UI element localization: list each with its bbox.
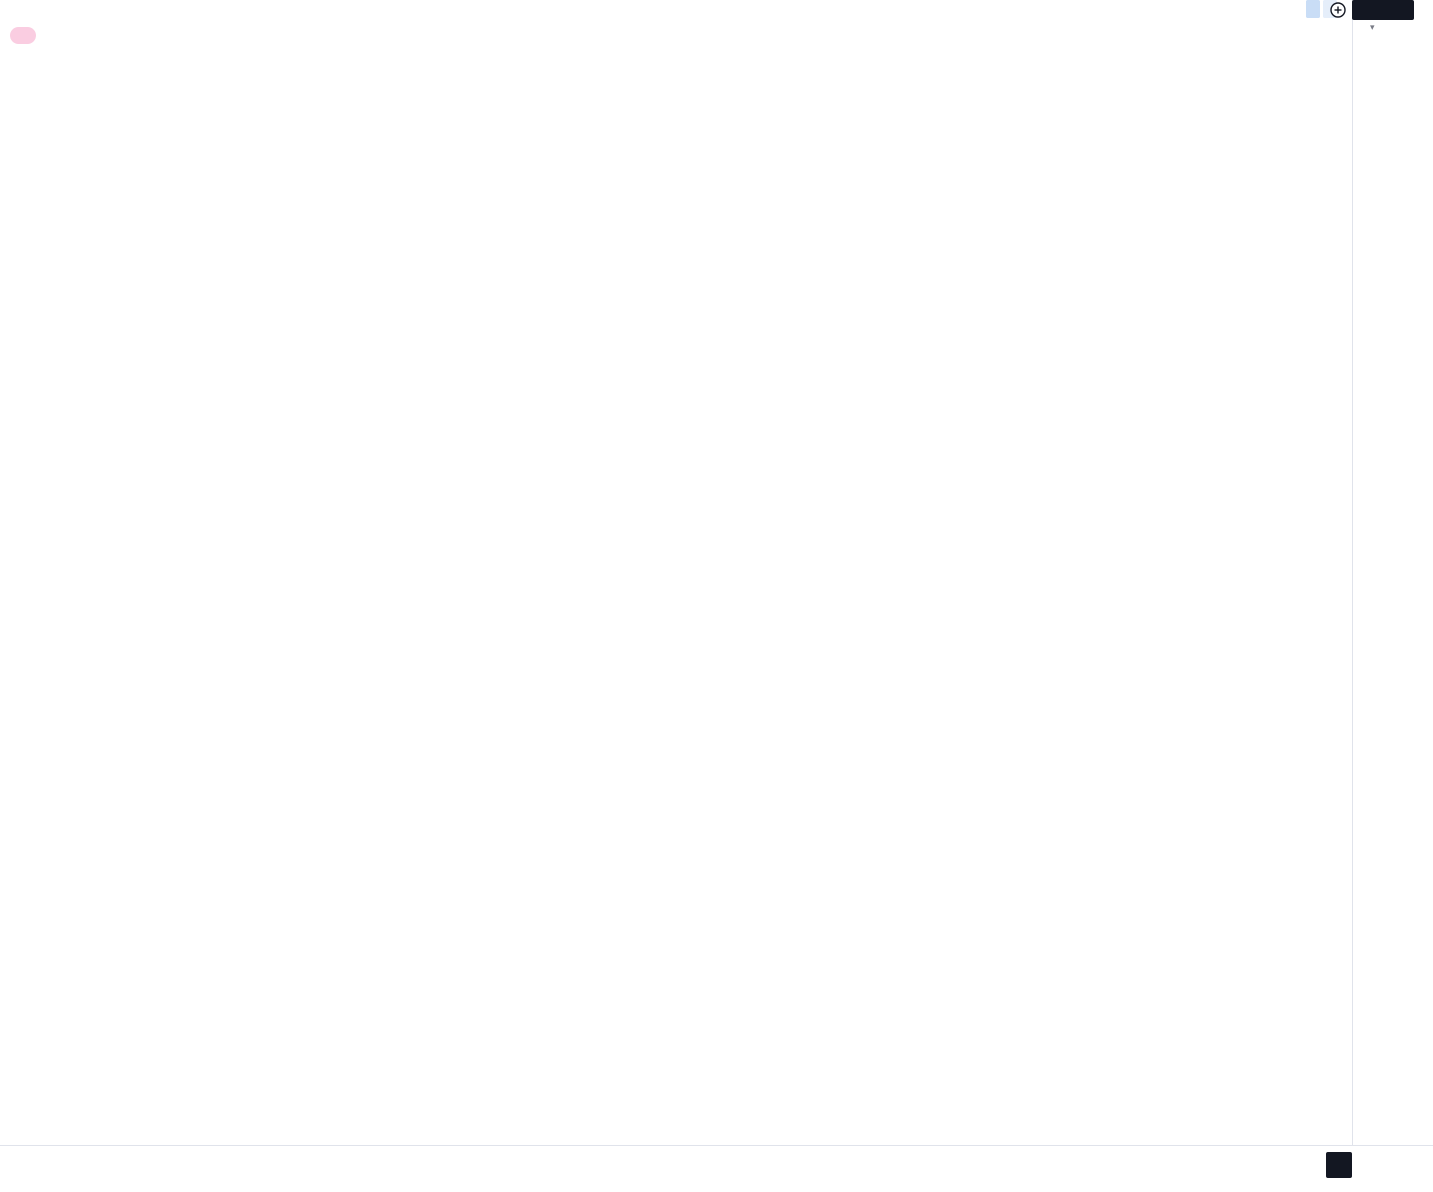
chevron-down-icon: ▾ bbox=[1370, 22, 1375, 32]
alert-price-badge bbox=[1352, 0, 1414, 20]
low-label bbox=[1306, 0, 1320, 18]
add-alert-plus-icon[interactable] bbox=[1329, 1, 1347, 19]
ohlc-legend[interactable] bbox=[10, 27, 103, 44]
current-time-badge bbox=[1326, 1152, 1352, 1178]
price-axis[interactable]: ▾ bbox=[1352, 0, 1433, 1145]
alert-level-row[interactable] bbox=[1329, 0, 1414, 20]
chart-canvas[interactable] bbox=[0, 0, 1352, 1145]
symbol-logo bbox=[10, 27, 36, 44]
currency-selector[interactable]: ▾ bbox=[1367, 22, 1375, 33]
time-axis[interactable] bbox=[0, 1145, 1433, 1192]
